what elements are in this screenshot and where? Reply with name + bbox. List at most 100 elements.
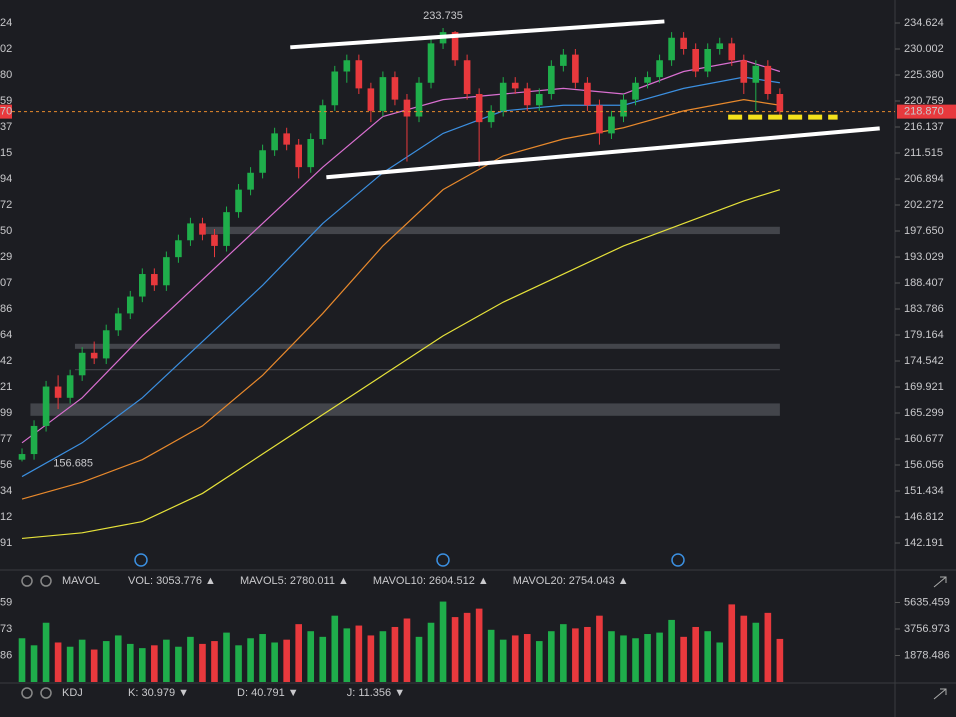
- trend-line: [326, 126, 880, 180]
- candle-body: [499, 82, 507, 111]
- volume-bar: [511, 635, 519, 682]
- volume-bar: [632, 638, 639, 682]
- y-tick-label: 216.137: [904, 121, 944, 133]
- volume-bar: [572, 628, 579, 682]
- event-icon[interactable]: [134, 553, 148, 567]
- eye: [40, 575, 52, 587]
- volume-bar: [728, 604, 736, 682]
- candle-body: [632, 82, 639, 100]
- eye-icon[interactable]: [40, 575, 52, 587]
- expand-icon[interactable]: [933, 688, 947, 700]
- y-tick-label: 206.894: [904, 173, 944, 185]
- y-tick-label: 230.002: [904, 43, 944, 55]
- candle-body: [199, 223, 206, 235]
- volume-bar: [451, 617, 459, 682]
- volume-bar: [523, 634, 531, 682]
- moving-average: [21, 59, 781, 444]
- candle-body: [776, 94, 784, 112]
- volume-bar: [54, 642, 62, 682]
- volume-bar: [584, 626, 591, 682]
- candle-body: [620, 99, 627, 117]
- left-tick-label: 12: [0, 511, 12, 523]
- event-marker: [671, 553, 685, 567]
- event-icon[interactable]: [671, 553, 685, 567]
- candle-body: [114, 313, 122, 331]
- candle-body: [608, 116, 615, 134]
- volume-bar: [259, 634, 266, 682]
- volume-bar: [391, 626, 399, 682]
- volume-bar: [692, 626, 699, 682]
- candle-body: [343, 60, 351, 72]
- y-tick-label: 183.786: [904, 303, 944, 315]
- price-zone: [30, 403, 780, 416]
- candle-body: [283, 133, 290, 145]
- candle-body: [680, 37, 687, 50]
- candle-body: [584, 82, 591, 106]
- left-tick-label: 02: [0, 43, 12, 55]
- left-tick-label: 59: [0, 596, 12, 608]
- volume-bar: [716, 642, 724, 682]
- candle-body: [175, 240, 182, 258]
- volume-bar: [151, 645, 158, 682]
- candle-body: [487, 110, 495, 123]
- legend-entry: VOL: 3053.776 ▲: [128, 575, 216, 587]
- volume-bar: [704, 631, 712, 682]
- settings-icon[interactable]: [21, 687, 33, 699]
- volume-bar: [764, 612, 772, 682]
- y-tick-label: 220.759: [904, 95, 944, 107]
- eye: [40, 687, 52, 699]
- candle-body: [535, 94, 543, 106]
- y-tick-label: 1878.486: [904, 649, 950, 661]
- candle-body: [548, 65, 555, 95]
- candle-body: [656, 60, 663, 78]
- y-tick-label: 156.056: [904, 459, 944, 471]
- y-tick-label: 225.380: [904, 69, 944, 81]
- settings-icon[interactable]: [21, 575, 33, 587]
- candle-body: [295, 144, 303, 168]
- candle-body: [331, 71, 339, 106]
- volume-bar: [30, 645, 38, 682]
- eye-icon[interactable]: [40, 687, 52, 699]
- left-tick-label: 24: [0, 17, 12, 29]
- y-tick-label: 188.407: [904, 277, 944, 289]
- left-tick-label: 86: [0, 303, 12, 315]
- candle-body: [764, 65, 772, 95]
- high-label: 233.735: [423, 10, 463, 22]
- candle-body: [716, 43, 724, 50]
- left-tick-label: 77: [0, 433, 12, 445]
- candle-body: [451, 32, 459, 61]
- volume-bar: [211, 641, 218, 682]
- trend-line: [290, 19, 665, 50]
- volume-bar: [163, 639, 170, 682]
- volume-bar: [199, 643, 206, 682]
- y-tick-label: 179.164: [904, 329, 944, 341]
- volume-bar: [295, 624, 303, 682]
- candle-body: [102, 330, 110, 359]
- left-tick-label: 56: [0, 459, 12, 471]
- y-tick-label: 151.434: [904, 485, 944, 497]
- moving-average: [21, 189, 781, 540]
- moving-average: [21, 76, 780, 478]
- left-tick-label: 73: [0, 623, 12, 635]
- legend-entry: J: 11.356 ▼: [347, 687, 405, 699]
- candle-body: [379, 77, 387, 111]
- legend-entry: MAVOL20: 2754.043 ▲: [513, 575, 629, 587]
- candle-body: [463, 60, 471, 95]
- candle-body: [30, 425, 38, 455]
- volume-bar: [656, 632, 663, 682]
- candle-body: [704, 49, 712, 72]
- last-price-label: 218.870: [904, 106, 944, 118]
- last-price-left-label: 70: [0, 106, 12, 118]
- indicator-name[interactable]: MAVOL: [62, 575, 100, 587]
- y-tick-label: 142.191: [904, 537, 944, 549]
- left-tick-label: 21: [0, 381, 12, 393]
- event-icon[interactable]: [436, 553, 450, 567]
- volume-bar: [596, 615, 603, 682]
- volume-bar: [752, 622, 760, 682]
- expand-icon[interactable]: [933, 576, 947, 588]
- candle-body: [740, 60, 748, 83]
- indicator-name[interactable]: KDJ: [62, 687, 83, 699]
- volume-bar: [187, 636, 194, 682]
- y-tick-label: 169.921: [904, 381, 944, 393]
- low-label: 156.685: [53, 457, 93, 469]
